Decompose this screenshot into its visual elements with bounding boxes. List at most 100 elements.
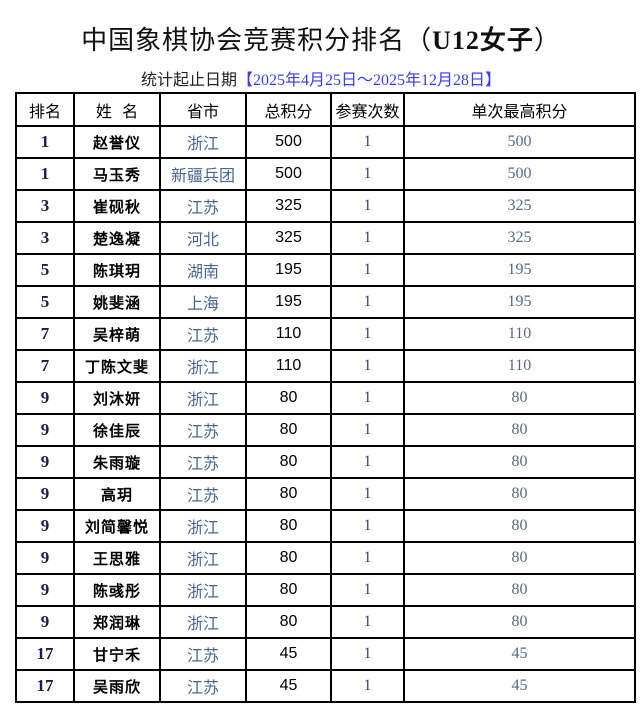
column-header: 参赛次数 [330,92,405,127]
total-score-cell: 80 [245,605,332,639]
rank-cell: 9 [15,445,75,479]
province-cell: 浙江 [159,573,247,607]
count-cell: 1 [330,285,405,319]
table-row: 3 楚逸凝 河北 325 1 325 [15,221,636,255]
rank-cell: 9 [15,413,75,447]
max-score-cell: 80 [403,381,636,415]
name-cell: 楚逸凝 [73,221,161,255]
count-cell: 1 [330,509,405,543]
province-cell: 浙江 [159,125,247,159]
max-score-cell: 325 [403,221,636,255]
table-row: 5 陈琪玥 湖南 195 1 195 [15,253,636,287]
count-cell: 1 [330,445,405,479]
rank-cell: 5 [15,253,75,287]
count-cell: 1 [330,317,405,351]
table-row: 17 吴雨欣 江苏 45 1 45 [15,669,636,703]
name-cell: 甘宁禾 [73,637,161,671]
name-cell: 吴雨欣 [73,669,161,703]
table-row: 9 朱雨璇 江苏 80 1 80 [15,445,636,479]
total-score-cell: 500 [245,157,332,191]
max-score-cell: 110 [403,317,636,351]
province-cell: 上海 [159,285,247,319]
rank-cell: 9 [15,509,75,543]
total-score-cell: 325 [245,221,332,255]
province-cell: 浙江 [159,541,247,575]
title-text: 中国象棋协会竞赛积分排名（ [81,26,433,56]
name-cell: 陈琪玥 [73,253,161,287]
province-cell: 江苏 [159,317,247,351]
max-score-cell: 500 [403,157,636,191]
max-score-cell: 195 [403,253,636,287]
max-score-cell: 45 [403,669,636,703]
total-score-cell: 45 [245,637,332,671]
table-row: 9 刘简馨悦 浙江 80 1 80 [15,509,636,543]
max-score-cell: 80 [403,477,636,511]
name-cell: 崔砚秋 [73,189,161,223]
table-row: 7 吴梓萌 江苏 110 1 110 [15,317,636,351]
count-cell: 1 [330,637,405,671]
rank-cell: 9 [15,477,75,511]
total-score-cell: 500 [245,125,332,159]
rank-cell: 17 [15,637,75,671]
rank-cell: 7 [15,349,75,383]
name-cell: 刘简馨悦 [73,509,161,543]
province-cell: 江苏 [159,637,247,671]
table-row: 9 陈彧彤 浙江 80 1 80 [15,573,636,607]
province-cell: 河北 [159,221,247,255]
table-row: 9 高玥 江苏 80 1 80 [15,477,636,511]
table-row: 9 刘沐妍 浙江 80 1 80 [15,381,636,415]
max-score-cell: 80 [403,509,636,543]
rank-cell: 9 [15,573,75,607]
table-row: 1 马玉秀 新疆兵团 500 1 500 [15,157,636,191]
rank-cell: 3 [15,221,75,255]
name-cell: 朱雨璇 [73,445,161,479]
rank-cell: 1 [15,125,75,159]
max-score-cell: 110 [403,349,636,383]
province-cell: 浙江 [159,509,247,543]
rank-cell: 5 [15,285,75,319]
province-cell: 浙江 [159,381,247,415]
column-header: 姓 名 [73,92,161,127]
total-score-cell: 80 [245,573,332,607]
header-row: 排名姓 名省市 总积分 参赛次数 单次最高积分 [15,92,636,127]
rank-cell: 9 [15,541,75,575]
count-cell: 1 [330,573,405,607]
table-row: 1 赵誉仪 浙江 500 1 500 [15,125,636,159]
date-range: 统计起止日期【2025年4月25日～2025年12月28日】 [0,66,642,90]
column-header: 省市 [159,92,247,127]
count-cell: 1 [330,125,405,159]
table-row: 9 徐佳辰 江苏 80 1 80 [15,413,636,447]
total-score-cell: 45 [245,669,332,703]
name-cell: 刘沐妍 [73,381,161,415]
name-cell: 徐佳辰 [73,413,161,447]
count-cell: 1 [330,381,405,415]
max-score-cell: 45 [403,637,636,671]
total-score-cell: 110 [245,317,332,351]
count-cell: 1 [330,669,405,703]
max-score-cell: 500 [403,125,636,159]
count-cell: 1 [330,221,405,255]
max-score-cell: 325 [403,189,636,223]
column-header: 单次最高积分 [403,92,636,127]
rank-cell: 17 [15,669,75,703]
name-cell: 赵誉仪 [73,125,161,159]
max-score-cell: 80 [403,605,636,639]
total-score-cell: 325 [245,189,332,223]
table-row: 9 郑润琳 浙江 80 1 80 [15,605,636,639]
count-cell: 1 [330,541,405,575]
count-cell: 1 [330,157,405,191]
name-cell: 郑润琳 [73,605,161,639]
total-score-cell: 80 [245,381,332,415]
total-score-cell: 80 [245,541,332,575]
max-score-cell: 195 [403,285,636,319]
count-cell: 1 [330,413,405,447]
count-cell: 1 [330,477,405,511]
count-cell: 1 [330,349,405,383]
table-body: 1 赵誉仪 浙江 500 1 500 1 马玉秀 新疆兵团 500 1 500 3 崔砚秋 江苏 325 1 32… [15,125,636,703]
column-header: 排名 [15,92,75,127]
page-title: 中国象棋协会竞赛积分排名（U12女子） [0,20,642,57]
max-score-cell: 80 [403,413,636,447]
province-cell: 江苏 [159,477,247,511]
date-value: 【2025年4月25日～2025年12月28日】 [237,72,502,89]
province-cell: 浙江 [159,349,247,383]
